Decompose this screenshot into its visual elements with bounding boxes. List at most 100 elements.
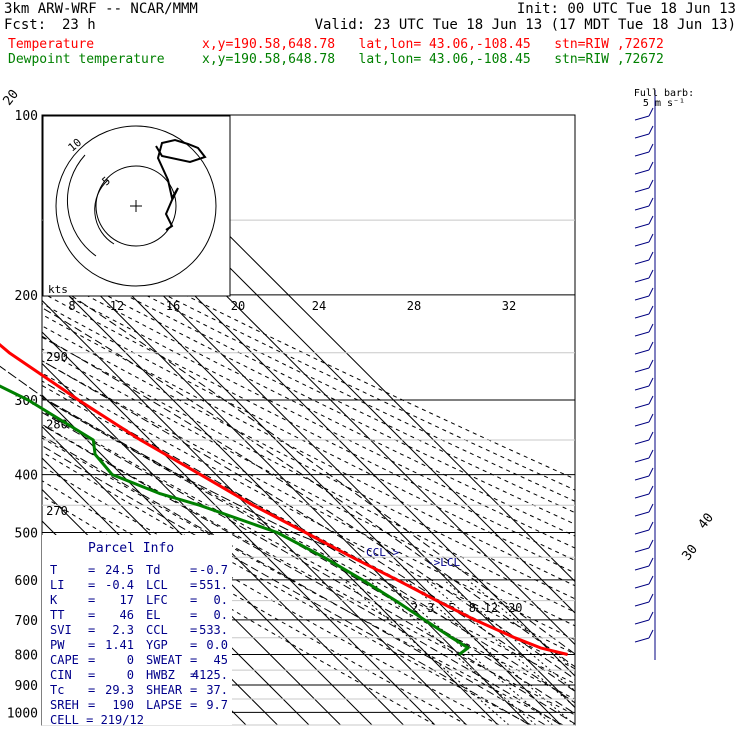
temperature-profile (0, 343, 568, 656)
forecast-hour: 23 h (62, 17, 96, 33)
parcel-info-value: 45 (214, 653, 228, 667)
wind-barb (634, 205, 650, 211)
wind-barb (648, 629, 654, 639)
wind-barb (634, 475, 650, 481)
parcel-info-eq: = (88, 593, 95, 607)
parcel-info-value: 0.0 (206, 638, 228, 652)
pressure-tick-label: 900 (15, 679, 38, 694)
wind-barb (648, 269, 654, 279)
wind-barb (634, 583, 650, 589)
parcel-info-key: SVI (50, 623, 72, 637)
parcel-info-background (42, 535, 232, 725)
parcel-info-eq: = (190, 608, 197, 622)
parcel-info-key: K (50, 593, 58, 607)
parcel-info-value: 1.41 (105, 638, 134, 652)
parcel-info-eq: = (88, 623, 95, 637)
sounding-profiles (0, 343, 568, 656)
parcel-info-value: 24.5 (105, 563, 134, 577)
lcl-label: ->LCL (427, 556, 460, 569)
parcel-info-key: HWBZ (146, 668, 175, 682)
isotherm-line (42, 394, 373, 725)
pressure-tick-label: 200 (15, 289, 38, 304)
pressure-tick-label: 600 (15, 574, 38, 589)
parcel-info-key: EL (146, 608, 160, 622)
wind-barb (634, 619, 650, 625)
moist-adiabat-line (42, 360, 575, 692)
parcel-info-eq: = (88, 578, 95, 592)
barb-legend-value: 5 m s⁻¹ (643, 98, 685, 109)
hodograph-speed-tick: 20 (231, 299, 245, 313)
mixing-ratio-label: 3 (427, 601, 434, 615)
wind-barb (648, 593, 654, 603)
wind-barb (634, 385, 650, 391)
mixing-ratio-label: 8 (469, 601, 476, 615)
hodograph-units: kts (48, 283, 68, 296)
forecast-label: Fcst: (4, 17, 47, 33)
dry-adiabat-line (42, 397, 575, 685)
moist-adiabat-line (69, 294, 575, 655)
wind-barb (634, 187, 650, 193)
parcel-info-value: 9.7 (206, 698, 228, 712)
wind-barb (634, 439, 650, 445)
wind-barb (634, 295, 650, 301)
moist-adiabat-line (42, 411, 575, 725)
pressure-tick-label: 500 (15, 527, 38, 542)
parcel-info-key: CCL (146, 623, 168, 637)
wind-barb (634, 241, 650, 247)
parcel-info-eq: = (190, 563, 197, 577)
wind-barb (634, 223, 650, 229)
parcel-info-eq: = (88, 683, 95, 697)
isotherm-label: 20 (1, 87, 22, 109)
wind-barb (648, 233, 654, 243)
isotherm-line (42, 268, 499, 725)
hodograph-trace (155, 138, 207, 231)
wind-barb (634, 637, 650, 643)
pressure-tick-label: 400 (15, 469, 38, 484)
parcel-info-key: LFC (146, 593, 168, 607)
parcel-info-key: CIN (50, 668, 72, 682)
wind-barb (634, 493, 650, 499)
hodograph-speed-tick: 32 (502, 299, 516, 313)
parcel-info-eq: = (190, 698, 197, 712)
parcel-info-key: T (50, 563, 57, 577)
parcel-info-eq: = (190, 653, 197, 667)
theta-label: 290 (46, 350, 68, 364)
parcel-info-key: Tc (50, 683, 64, 697)
hodograph-arc (94, 179, 115, 245)
wind-barb (648, 197, 654, 207)
wind-barb (634, 277, 650, 283)
isotherm-label: 40 (696, 511, 717, 533)
dry-adiabat-line (42, 480, 468, 725)
hodograph-speed-tick: 24 (312, 299, 326, 313)
hodograph-ring (95, 165, 177, 247)
parcel-info-value: 29.3 (105, 683, 134, 697)
parcel-info-eq: = (88, 653, 95, 667)
wind-barb (648, 467, 654, 477)
wind-barb (634, 421, 650, 427)
theta-label: 270 (46, 504, 68, 518)
pressure-tick-label: 800 (15, 648, 38, 663)
parcel-info-eq: = (88, 638, 95, 652)
parcel-info-key: SREH (50, 698, 79, 712)
dry-adiabat-line (42, 336, 575, 613)
dry-adiabat-line (42, 281, 575, 549)
dry-adiabat-line (42, 271, 575, 537)
moist-adiabat-line (42, 435, 546, 725)
hodograph-arc (66, 154, 97, 257)
parcel-info-key: LAPSE (146, 698, 182, 712)
hodograph-speed-tick: 28 (407, 299, 421, 313)
hodograph-speed-tick: 8 (68, 299, 75, 313)
wind-barb (648, 377, 654, 387)
parcel-info-key: YGP (146, 638, 168, 652)
hodograph-speed-tick: 12 (110, 299, 124, 313)
wind-barb (648, 521, 654, 531)
dry-adiabat-line (42, 451, 532, 725)
wind-barb (648, 539, 654, 549)
wind-barb (648, 179, 654, 189)
dewpoint-legend: Dewpoint temperature (8, 52, 165, 67)
wind-barb (634, 457, 650, 463)
parcel-info-value: 551. (199, 578, 228, 592)
parcel-info-value: 0. (214, 608, 228, 622)
parcel-info-value: 37. (206, 683, 228, 697)
